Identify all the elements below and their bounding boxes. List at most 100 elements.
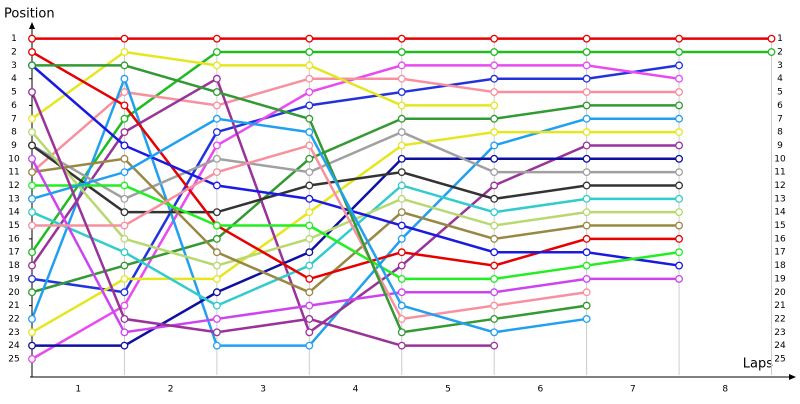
point xyxy=(305,208,314,217)
point xyxy=(397,114,406,123)
point xyxy=(582,48,591,56)
point xyxy=(305,221,314,230)
point xyxy=(212,341,221,350)
y-tick-label: 13 xyxy=(8,194,19,204)
point xyxy=(120,34,129,43)
point xyxy=(305,61,314,70)
point xyxy=(397,154,406,163)
point xyxy=(120,301,129,310)
point xyxy=(28,274,36,283)
point xyxy=(28,261,36,270)
point xyxy=(490,221,499,230)
point xyxy=(397,61,406,70)
point xyxy=(675,234,684,243)
y-tick-label-right: 9 xyxy=(777,141,783,151)
point xyxy=(490,168,499,177)
point xyxy=(28,248,36,257)
point xyxy=(28,328,36,337)
point xyxy=(490,248,499,257)
point xyxy=(120,88,129,97)
point xyxy=(397,208,406,217)
point xyxy=(28,314,36,323)
point xyxy=(305,234,314,243)
point xyxy=(305,261,314,270)
point xyxy=(397,274,406,283)
y-tick-label-right: 19 xyxy=(774,274,786,284)
point xyxy=(120,101,129,110)
y-tick-label-right: 23 xyxy=(774,328,785,338)
point xyxy=(28,154,36,163)
y-tick-label: 14 xyxy=(8,208,20,218)
y-tick-label-right: 14 xyxy=(774,208,786,218)
point xyxy=(305,301,314,310)
point xyxy=(490,328,499,337)
point xyxy=(582,261,591,270)
point xyxy=(305,88,314,97)
y-tick-label: 6 xyxy=(11,101,17,111)
point xyxy=(28,61,36,70)
point xyxy=(490,61,499,70)
point xyxy=(582,154,591,163)
x-tick-label: 6 xyxy=(538,385,544,395)
y-tick-label: 19 xyxy=(8,274,20,284)
point xyxy=(490,34,499,43)
point xyxy=(305,341,314,350)
point xyxy=(582,248,591,257)
point xyxy=(675,88,684,97)
series-line xyxy=(32,157,680,347)
point xyxy=(305,128,314,137)
point xyxy=(28,341,36,350)
point xyxy=(305,248,314,257)
point xyxy=(490,288,499,297)
x-tick-label: 2 xyxy=(168,385,174,395)
series-line xyxy=(30,91,495,347)
y-arrow xyxy=(29,22,35,29)
point xyxy=(582,34,591,43)
point xyxy=(582,88,591,97)
point xyxy=(582,74,591,83)
y-tick-label-right: 22 xyxy=(774,314,785,324)
point xyxy=(120,61,129,70)
y-tick-label: 12 xyxy=(8,181,19,191)
series-line xyxy=(31,50,680,281)
point xyxy=(120,114,129,123)
y-tick-label: 8 xyxy=(11,128,17,138)
point xyxy=(28,168,36,177)
series-line xyxy=(31,144,680,214)
y-tick-label-right: 16 xyxy=(774,234,786,244)
y-tick-label: 21 xyxy=(8,301,19,311)
point xyxy=(28,128,36,137)
point xyxy=(675,221,684,230)
point xyxy=(675,128,684,137)
point xyxy=(490,114,499,123)
point xyxy=(582,128,591,137)
y-tick-label-right: 25 xyxy=(774,354,785,364)
point xyxy=(120,261,129,270)
point xyxy=(120,181,129,190)
point xyxy=(490,181,499,190)
point xyxy=(120,248,129,257)
point xyxy=(212,34,221,43)
series-line xyxy=(30,158,680,334)
y-tick-label: 2 xyxy=(11,48,17,58)
point xyxy=(490,341,499,350)
point xyxy=(582,234,591,243)
point xyxy=(28,181,36,190)
y-tick-label-right: 15 xyxy=(774,221,785,231)
point xyxy=(675,34,684,43)
point xyxy=(212,274,221,283)
x-arrow xyxy=(789,374,796,380)
point xyxy=(397,181,406,190)
point xyxy=(582,181,591,190)
point xyxy=(490,141,499,150)
point xyxy=(582,314,591,323)
point xyxy=(120,274,129,283)
point xyxy=(120,221,129,230)
point xyxy=(675,168,684,177)
point xyxy=(120,341,129,350)
y-tick-label-right: 18 xyxy=(774,261,786,271)
y-tick-label: 20 xyxy=(8,288,20,298)
point xyxy=(212,314,221,323)
point xyxy=(582,274,591,283)
point xyxy=(305,101,314,110)
